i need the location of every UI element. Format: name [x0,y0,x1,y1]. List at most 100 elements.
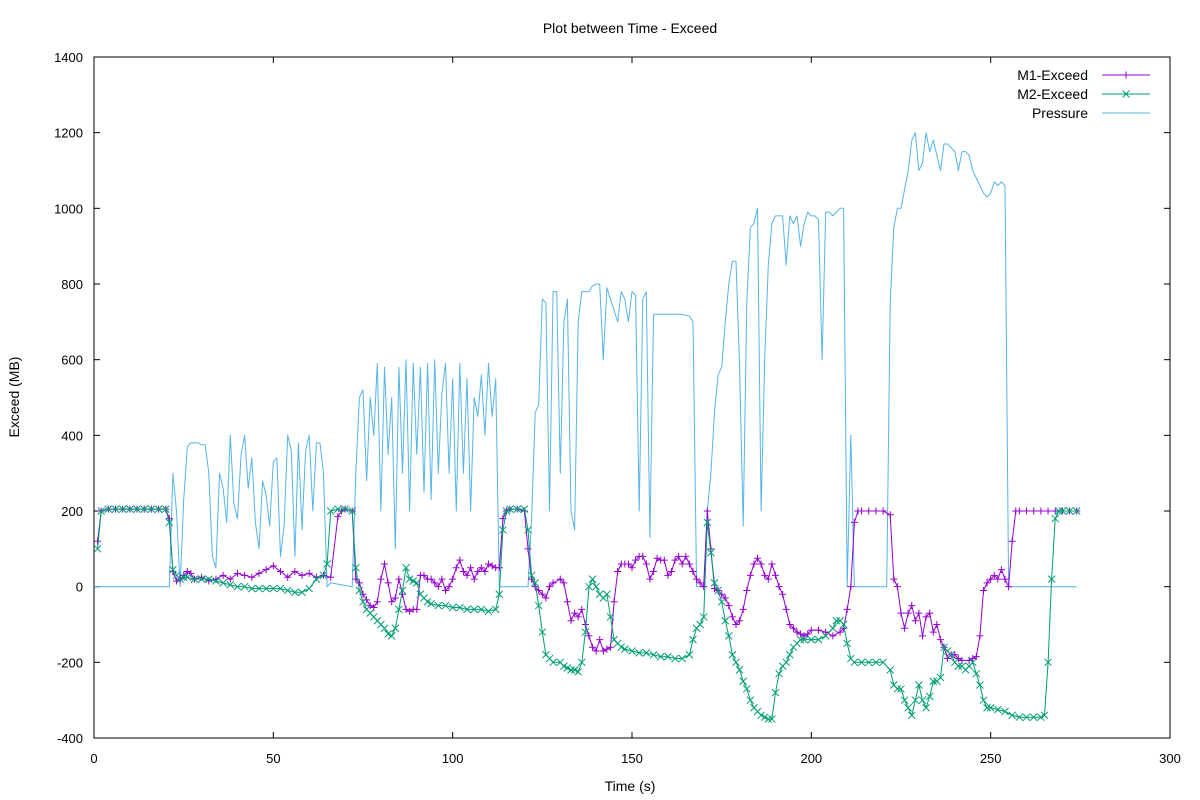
m2-exceed-point [925,692,934,701]
series-m2-exceed [93,505,1081,723]
m1-exceed-point [929,628,937,636]
m2-exceed-point [412,579,421,587]
m1-exceed-point [901,624,909,632]
m2-exceed-point [757,711,765,720]
m1-exceed-point [603,645,611,653]
m1-exceed-point [650,568,658,576]
x-tick-label: 200 [800,751,822,766]
m1-exceed-point [291,568,299,576]
m1-exceed-point [406,607,414,615]
x-tick-label: 300 [1159,751,1181,766]
m2-exceed-point [915,681,923,689]
m1-exceed-point [739,605,747,613]
m1-exceed-point [682,552,690,560]
m2-exceed-point [524,526,532,534]
m2-exceed-point [534,601,543,610]
m1-exceed-point [445,583,453,591]
m1-exceed-point [233,569,241,577]
m2-exceed-point [111,505,120,513]
m1-exceed-point [872,507,880,515]
m2-exceed-point [771,688,780,697]
m2-exceed-point [832,616,841,625]
m1-exceed-point [696,579,704,587]
m1-exceed-point [556,575,564,583]
m2-exceed-point [384,630,392,638]
m2-exceed-point [864,658,873,667]
m1-exceed-point [725,602,733,610]
m2-exceed-point [427,599,436,608]
m2-exceed-point [255,584,263,593]
m2-exceed-point [190,575,199,583]
m2-exceed-point [664,652,672,661]
m2-exceed-point [893,684,902,693]
m2-exceed-point [93,544,102,553]
m2-exceed-point [391,624,400,633]
m2-exceed-point [126,505,134,513]
m1-exceed-point [546,583,554,591]
m1-exceed-point [793,628,801,636]
m1-exceed-point [994,575,1002,583]
m2-exceed-point [929,677,938,686]
m1-exceed-point [632,556,640,564]
m2-exceed-point [448,603,457,612]
m1-exceed-point [754,554,762,562]
pressure-line [94,132,1077,588]
m1-exceed-point [879,507,887,515]
m1-exceed-point [908,602,916,610]
m2-exceed-point [800,635,809,644]
m2-exceed-point [900,696,909,705]
y-tick-label: 200 [61,504,83,519]
m1-exceed-point [944,655,952,663]
m1-exceed-point [589,643,597,651]
m2-exceed-point [570,666,579,674]
m2-exceed-point [879,658,887,667]
m2-exceed-point [312,575,321,583]
m1-exceed-point [1005,583,1013,591]
m1-exceed-point [571,609,579,617]
m1-exceed-point [262,566,270,574]
m2-exceed-point [319,571,328,580]
m2-exceed-point [1040,711,1049,720]
m1-exceed-point [248,573,256,581]
m1-exceed-point [298,571,306,579]
m2-exceed-point [402,563,410,572]
m1-exceed-point [431,579,439,587]
m2-exceed-point [979,696,988,705]
m1-exceed-point [327,573,335,581]
m1-exceed-point [779,590,787,598]
y-tick-label: 0 [76,580,83,595]
m2-exceed-point [104,505,113,513]
m2-exceed-point [785,650,794,659]
m1-exceed-point [94,537,102,545]
m1-exceed-point [700,583,708,591]
m2-exceed-point [983,703,991,712]
m2-exceed-point [204,575,213,583]
m2-exceed-point [183,573,192,582]
m2-exceed-point [993,705,1002,714]
m2-exceed-point [821,631,830,640]
m1-exceed-point [893,583,901,591]
y-tick-label: 400 [61,428,83,443]
m1-exceed-point [599,647,607,655]
m2-exceed-point [398,586,407,595]
m1-exceed-point [438,575,446,583]
m2-exceed-point [326,507,335,515]
m2-exceed-point [305,584,314,593]
m2-exceed-point [685,650,694,659]
m2-exceed-point [140,505,149,513]
m1-exceed-point [377,575,385,583]
m1-exceed-point [689,568,697,576]
m2-exceed-point [617,643,626,652]
m1-exceed-point [284,573,292,581]
m2-exceed-point [154,505,163,513]
m2-exceed-point [764,715,773,723]
m1-exceed-point [456,556,464,564]
m2-exceed-point [219,579,227,587]
m1-exceed-point [919,632,927,640]
legend-label: M1-Exceed [1017,67,1088,83]
m2-exceed-point [348,507,357,515]
m1-exceed-point [983,579,991,587]
m1-exceed-point [954,655,962,663]
m2-exceed-point [696,620,705,629]
